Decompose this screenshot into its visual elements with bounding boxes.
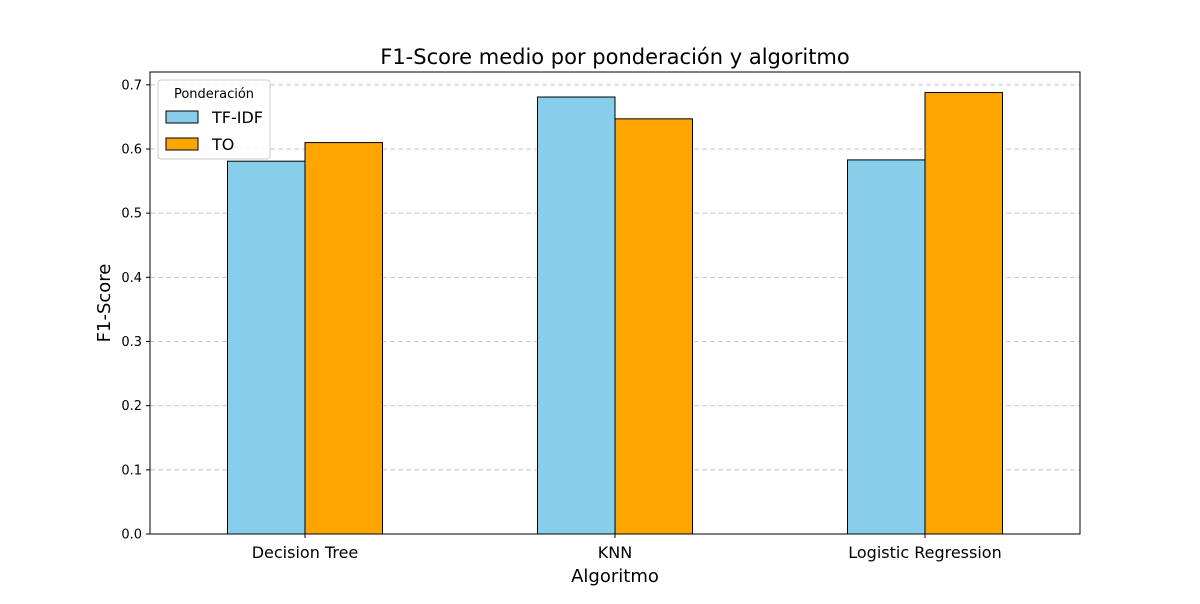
y-axis-ticks: 0.0 0.1 0.2 0.3 0.4 0.5 0.6 0.7 (121, 78, 150, 543)
y-tick-label: 0.4 (121, 271, 142, 286)
y-tick-label: 0.3 (121, 335, 142, 350)
y-tick-label: 0.7 (121, 78, 142, 93)
legend-label-to: TO (211, 135, 234, 154)
bar-tf-idf-0 (227, 160, 306, 535)
bar-to-2 (924, 92, 1003, 535)
bar-to-1 (614, 118, 693, 535)
chart-title: F1-Score medio por ponderación y algorit… (380, 45, 850, 69)
x-axis-ticks: Decision Tree KNN Logistic Regression (252, 534, 1002, 562)
x-tick-label: Logistic Regression (848, 543, 1001, 562)
legend-swatch-to (165, 137, 199, 151)
legend-title: Ponderación (174, 87, 254, 102)
legend: Ponderación TF-IDF TO (157, 79, 271, 160)
bar-tf-idf-2 (847, 159, 926, 535)
bars (227, 92, 1003, 535)
x-axis-label: Algoritmo (571, 566, 659, 587)
x-tick-label: KNN (598, 543, 632, 562)
legend-swatch-tfidf (165, 110, 199, 124)
y-tick-label: 0.0 (121, 528, 142, 543)
y-tick-label: 0.5 (121, 207, 142, 222)
x-tick-label: Decision Tree (252, 543, 359, 562)
y-axis-label: F1-Score (94, 264, 115, 343)
y-tick-label: 0.2 (121, 399, 142, 414)
y-tick-label: 0.6 (121, 143, 142, 158)
bar-tf-idf-1 (537, 96, 616, 535)
bar-to-0 (304, 142, 383, 535)
legend-label-tfidf: TF-IDF (211, 108, 263, 127)
y-tick-label: 0.1 (121, 463, 142, 478)
